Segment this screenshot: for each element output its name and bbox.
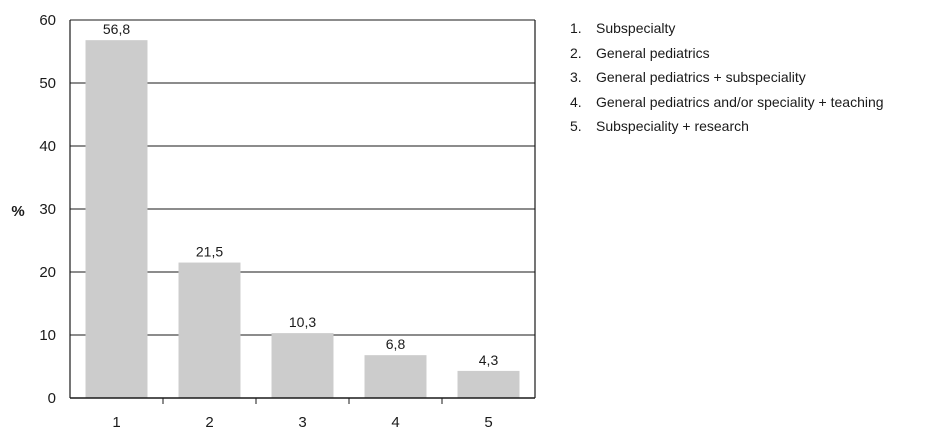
axes bbox=[69, 20, 536, 404]
legend-item: 4. General pediatrics and/or speciality +… bbox=[570, 93, 884, 110]
x-tick-label: 4 bbox=[391, 414, 399, 431]
bar bbox=[178, 262, 241, 398]
y-tick-label: 50 bbox=[39, 75, 56, 92]
x-tick-labels: 1 2 3 4 5 bbox=[112, 414, 492, 431]
data-label: 21,5 bbox=[196, 244, 223, 260]
data-label: 4,3 bbox=[479, 352, 499, 368]
y-axis-label: % bbox=[11, 203, 24, 220]
data-label: 56,8 bbox=[103, 21, 130, 37]
y-tick-label: 40 bbox=[39, 138, 56, 155]
legend-item: 5. Subspeciality + research bbox=[570, 118, 749, 134]
legend: 1. Subspecialty 2. General pediatrics 3. Ge… bbox=[570, 16, 884, 139]
y-tick-label: 20 bbox=[39, 264, 56, 281]
x-tick-label: 5 bbox=[484, 414, 492, 431]
y-tick-label: 0 bbox=[48, 390, 56, 407]
y-tick-label: 30 bbox=[39, 201, 56, 218]
legend-item: 1. Subspecialty bbox=[570, 20, 676, 36]
x-tick-label: 3 bbox=[298, 414, 306, 431]
y-tick-labels: 0 10 20 30 40 50 60 bbox=[39, 12, 56, 407]
bar bbox=[85, 40, 148, 398]
bar bbox=[271, 333, 334, 398]
data-label: 6,8 bbox=[386, 336, 406, 352]
legend-item: 2. General pediatrics bbox=[570, 44, 710, 61]
bar bbox=[364, 355, 427, 398]
bar bbox=[457, 370, 520, 398]
x-tick-label: 1 bbox=[112, 414, 120, 431]
data-label: 10,3 bbox=[289, 314, 316, 330]
y-tick-label: 60 bbox=[39, 12, 56, 29]
x-tick-label: 2 bbox=[205, 414, 213, 431]
legend-item: 3. General pediatrics + subspeciality bbox=[570, 69, 806, 85]
bars bbox=[85, 40, 520, 398]
data-labels: 56,8 21,5 10,3 6,8 4,3 bbox=[103, 21, 499, 368]
y-tick-label: 10 bbox=[39, 327, 56, 344]
